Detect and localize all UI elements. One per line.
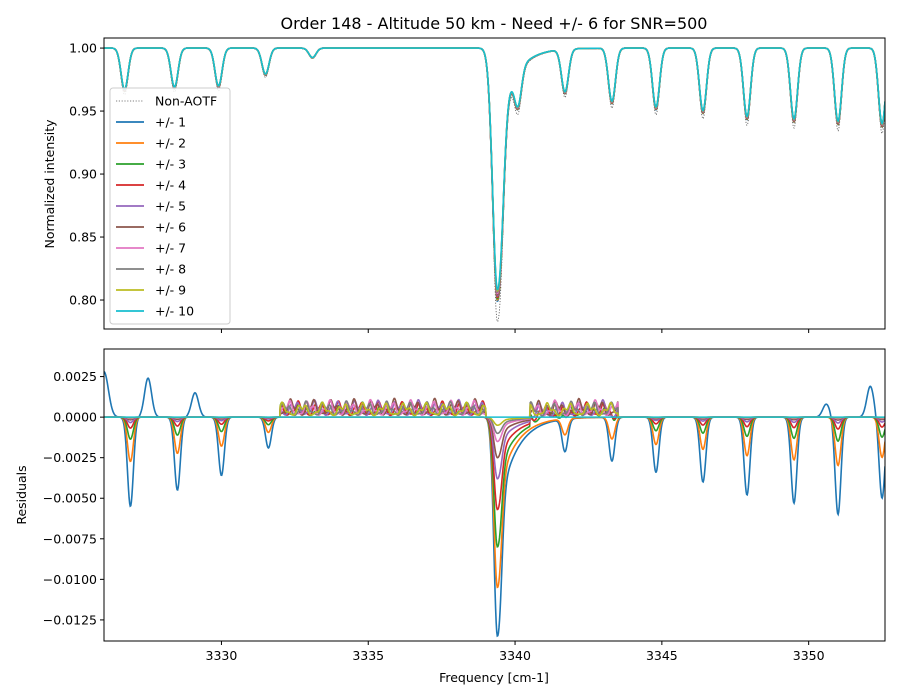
top-plot-lines bbox=[104, 47, 885, 323]
bottom-x-tick-label: 3345 bbox=[646, 648, 678, 663]
top-y-tick-label: 0.80 bbox=[69, 293, 97, 308]
bottom-y-tick-label: −0.0050 bbox=[43, 491, 97, 506]
legend-entry-label: +/- 1 bbox=[155, 115, 186, 130]
bottom-y-tick-label: −0.0100 bbox=[43, 572, 97, 587]
bottom-series-line-pm9 bbox=[104, 401, 885, 427]
bottom-y-tick-label: 0.0000 bbox=[53, 410, 97, 425]
legend-entry-label: +/- 8 bbox=[155, 262, 186, 277]
top-y-ticks: 0.80 0.85 0.90 0.95 1.00 bbox=[69, 41, 104, 308]
bottom-plot-lines bbox=[104, 371, 885, 638]
legend: Non-AOTF +/- 1 +/- 2 +/- 3 +/- 4 +/- 5 +/- 6 +/… bbox=[109, 87, 231, 325]
bottom-y-tick-label: −0.0125 bbox=[43, 612, 97, 627]
bottom-x-tick-label: 3330 bbox=[206, 648, 238, 663]
top-y-tick-label: 1.00 bbox=[69, 41, 97, 56]
top-y-axis-label: Normalized intensity bbox=[42, 119, 57, 249]
bottom-panel: 0.0025 0.0000 −0.0025 −0.0050 −0.0075 −0.0100… bbox=[14, 348, 886, 685]
bottom-y-tick-label: −0.0025 bbox=[43, 450, 97, 465]
legend-frame bbox=[109, 87, 231, 325]
top-series-line-pm10 bbox=[104, 47, 885, 291]
top-axes-frame bbox=[103, 37, 886, 330]
legend-entry-label: +/- 6 bbox=[155, 220, 186, 235]
bottom-y-ticks: 0.0025 0.0000 −0.0025 −0.0050 −0.0075 −0.0100… bbox=[43, 369, 104, 627]
x-axis-label: Frequency [cm-1] bbox=[439, 670, 549, 685]
top-panel: 0.80 0.85 0.90 0.95 1.00 Normalized intensit… bbox=[42, 37, 886, 333]
bottom-axes-frame bbox=[103, 348, 886, 642]
bottom-y-tick-label: 0.0025 bbox=[53, 369, 97, 384]
bottom-x-tick-label: 3350 bbox=[793, 648, 825, 663]
top-y-tick-label: 0.85 bbox=[69, 230, 97, 245]
legend-entry-label: +/- 7 bbox=[155, 241, 186, 256]
chart-title: Order 148 - Altitude 50 km - Need +/- 6 … bbox=[281, 14, 708, 33]
bottom-x-ticks: 3330 3335 3340 3345 3350 bbox=[206, 641, 825, 663]
top-y-tick-label: 0.90 bbox=[69, 167, 97, 182]
bottom-y-tick-label: −0.0075 bbox=[43, 531, 97, 546]
legend-entry-label: Non-AOTF bbox=[155, 94, 217, 109]
bottom-y-axis-label: Residuals bbox=[14, 465, 29, 524]
top-x-ticks bbox=[220, 329, 810, 333]
bottom-series-line-pm5 bbox=[104, 398, 885, 480]
legend-entry-label: +/- 4 bbox=[155, 178, 186, 193]
legend-entry-label: +/- 2 bbox=[155, 136, 186, 151]
legend-entry-label: +/- 9 bbox=[155, 283, 186, 298]
top-y-tick-label: 0.95 bbox=[69, 104, 97, 119]
bottom-x-tick-label: 3340 bbox=[499, 648, 531, 663]
bottom-x-tick-label: 3335 bbox=[352, 648, 384, 663]
legend-entry-label: +/- 10 bbox=[155, 304, 194, 319]
legend-entry-label: +/- 5 bbox=[155, 199, 186, 214]
legend-entry-label: +/- 3 bbox=[155, 157, 186, 172]
